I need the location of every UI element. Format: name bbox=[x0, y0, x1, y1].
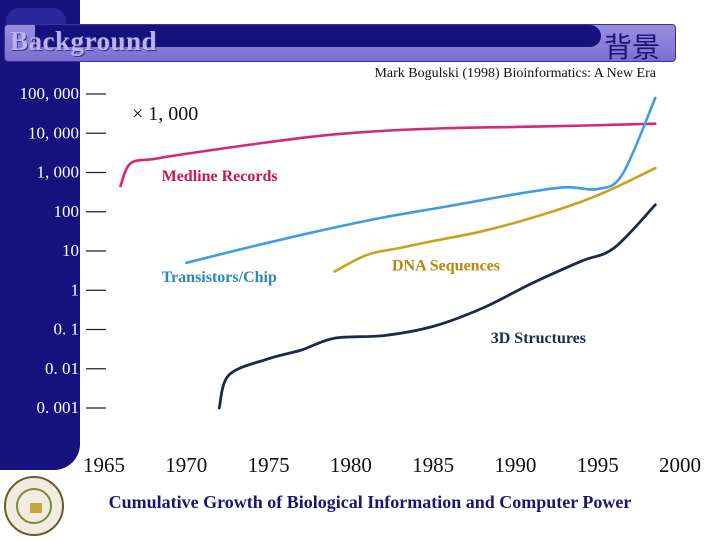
series-label-dna-sequences: DNA Sequences bbox=[392, 257, 500, 274]
title-bar-band bbox=[35, 25, 601, 47]
y-tick-label: 1 bbox=[71, 280, 80, 299]
x-tick-label: 1995 bbox=[577, 453, 619, 477]
y-tick-label: 0. 01 bbox=[45, 359, 79, 378]
page-title: Background bbox=[10, 26, 158, 56]
title-bar bbox=[4, 24, 676, 62]
y-tick-label: 1, 000 bbox=[37, 163, 80, 182]
multiplier-annotation: × 1, 000 bbox=[132, 103, 198, 125]
source-citation: Mark Bogulski (1998) Bioinformatics: A N… bbox=[374, 66, 656, 81]
page-title-zh: 背景 bbox=[603, 33, 660, 64]
seal-emblem bbox=[30, 503, 42, 513]
series-labels: Medline Records Transistors/Chip DNA Seque… bbox=[162, 168, 586, 347]
x-tick-label: 1985 bbox=[412, 453, 454, 477]
x-axis: 1965 1970 1975 1980 1985 1990 1995 2000 bbox=[83, 453, 701, 477]
x-tick-label: 1975 bbox=[248, 453, 290, 477]
y-tick-label: 100, 000 bbox=[20, 84, 80, 103]
university-seal-icon bbox=[4, 476, 64, 536]
series-label-medline-records: Medline Records bbox=[162, 168, 278, 185]
y-tick-label: 0. 1 bbox=[54, 320, 80, 339]
y-axis: 100, 000 10, 000 1, 000 100 10 1 0. 1 0. 01 0. 0… bbox=[20, 84, 106, 417]
y-tick-label: 100 bbox=[54, 202, 80, 221]
x-tick-label: 1965 bbox=[83, 453, 125, 477]
series-lines bbox=[119, 96, 657, 410]
seal-ring bbox=[16, 488, 52, 524]
y-tick-label: 10 bbox=[62, 241, 79, 260]
sidebar bbox=[0, 0, 80, 470]
series-line-3d-structures bbox=[217, 203, 657, 410]
series-line-transistors-chip bbox=[184, 96, 657, 265]
series-label-transistors-chip: Transistors/Chip bbox=[162, 269, 277, 286]
x-tick-label: 1990 bbox=[494, 453, 536, 477]
x-tick-label: 1980 bbox=[330, 453, 372, 477]
series-label-3d-structures: 3D Structures bbox=[491, 330, 586, 347]
x-tick-label: 1970 bbox=[165, 453, 207, 477]
series-line-dna-sequences bbox=[333, 166, 657, 273]
chart-caption: Cumulative Growth of Biological Informat… bbox=[109, 492, 632, 512]
series-line-medline-records bbox=[119, 122, 657, 188]
x-tick-label: 2000 bbox=[659, 453, 701, 477]
y-tick-label: 0. 001 bbox=[37, 398, 80, 417]
y-tick-label: 10, 000 bbox=[28, 123, 79, 142]
